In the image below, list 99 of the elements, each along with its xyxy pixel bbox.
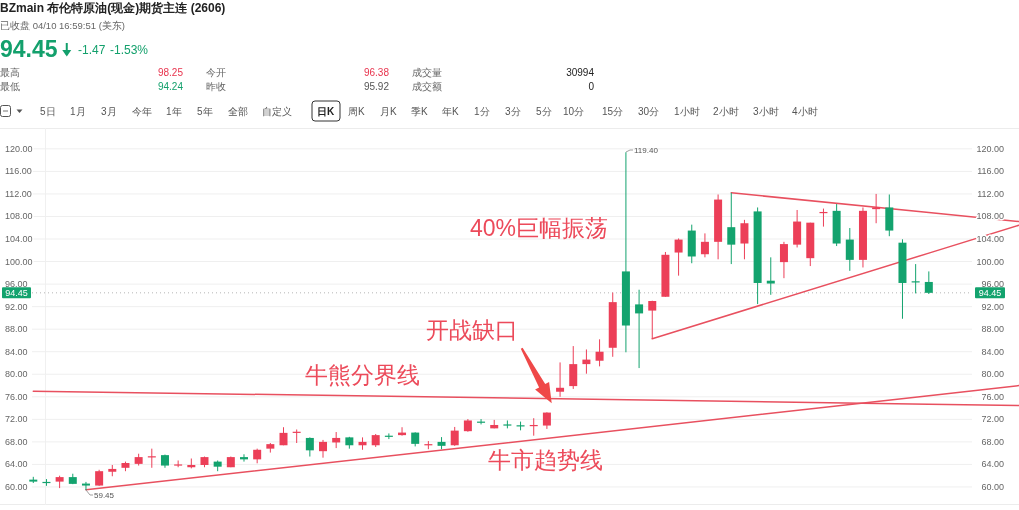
text: 94.45 xyxy=(978,287,1002,298)
text: 自定义 xyxy=(262,105,292,117)
text: 1年 xyxy=(166,105,182,117)
candlestick xyxy=(648,300,657,340)
annotation: 牛市趋势线 xyxy=(488,447,603,473)
y-tick-label: 100.00 xyxy=(5,256,33,267)
candlestick xyxy=(766,256,775,296)
candlestick xyxy=(450,426,459,447)
text: 月K xyxy=(380,105,397,117)
text: 98.25 xyxy=(157,67,184,78)
candlestick xyxy=(319,439,328,459)
y2-tick-label: 96.00 xyxy=(981,279,1004,290)
text: 3月 xyxy=(101,105,117,117)
text: 2小时 xyxy=(713,105,739,117)
text: 1分 xyxy=(474,105,490,117)
y-tick-label: 76.00 xyxy=(5,391,28,402)
annotation: 开战缺口 xyxy=(426,317,518,343)
candlestick xyxy=(595,338,604,367)
y-tick-label: 120.00 xyxy=(5,143,33,154)
candlestick xyxy=(674,237,683,277)
text: 今开 xyxy=(206,67,226,78)
candlestick xyxy=(727,192,736,265)
text: 日K xyxy=(317,105,335,117)
y-tick-label: 96.00 xyxy=(5,279,28,290)
text: 年K xyxy=(442,105,459,117)
text: 成交额 xyxy=(412,81,442,92)
text: 94.45 xyxy=(0,36,58,62)
y-tick-label: 64.00 xyxy=(5,459,28,470)
y-tick-label: 104.00 xyxy=(5,234,33,245)
candlestick xyxy=(924,270,933,295)
annotation: 119.40 xyxy=(634,145,659,155)
y-tick-label: 116.00 xyxy=(5,166,32,177)
y-tick-label: 60.00 xyxy=(5,481,28,492)
y2-tick-label: 100.00 xyxy=(976,256,1004,267)
text: 成交量 xyxy=(412,67,442,78)
text: 30分 xyxy=(638,105,660,117)
y2-tick-label: 112.00 xyxy=(977,188,1004,199)
text: 昨收 xyxy=(206,81,226,92)
y-tick-label: 112.00 xyxy=(5,188,32,199)
candlestick xyxy=(872,193,881,224)
y-tick-label: 72.00 xyxy=(5,414,28,425)
y2-tick-label: 116.00 xyxy=(977,166,1004,177)
candlestick xyxy=(81,481,90,491)
y2-tick-label: 88.00 xyxy=(981,324,1004,335)
y-tick-label: 80.00 xyxy=(5,369,28,380)
text: 最低 xyxy=(0,81,20,92)
annotation: 40%巨幅振荡 xyxy=(470,215,609,241)
y-tick-label: 84.00 xyxy=(5,346,28,357)
y2-tick-label: 80.00 xyxy=(981,369,1004,380)
candlestick xyxy=(845,227,854,272)
candlestick xyxy=(635,289,644,369)
y2-tick-label: 68.00 xyxy=(981,436,1004,447)
y-tick-label: 92.00 xyxy=(5,301,28,312)
text: 0 xyxy=(588,81,595,92)
y2-tick-label: 72.00 xyxy=(981,414,1004,425)
text: 3分 xyxy=(505,105,521,117)
candlestick xyxy=(305,436,314,458)
text: 3小时 xyxy=(753,105,779,117)
candlestick xyxy=(569,345,578,390)
candlestick xyxy=(556,361,565,398)
y-tick-label: 68.00 xyxy=(5,436,28,447)
candlestick xyxy=(740,219,749,260)
candlestick xyxy=(779,241,788,279)
text: 季K xyxy=(411,105,428,117)
y2-tick-label: 120.00 xyxy=(976,143,1004,154)
text: 1月 xyxy=(70,105,86,117)
text: -1.53% xyxy=(110,43,149,57)
annotation: 59.45 xyxy=(94,490,115,500)
y-tick-label: 108.00 xyxy=(5,211,33,222)
text: 最高 xyxy=(0,67,20,78)
candlestick xyxy=(885,194,894,237)
text: 10分 xyxy=(563,105,585,117)
y2-tick-label: 92.00 xyxy=(981,301,1004,312)
y2-tick-label: 76.00 xyxy=(981,391,1004,402)
text: 4小时 xyxy=(792,105,818,117)
text: -1.47 xyxy=(78,43,106,57)
text: 周K xyxy=(348,105,365,117)
y2-tick-label: 64.00 xyxy=(981,459,1004,470)
text: 5年 xyxy=(197,105,213,117)
y-tick-label: 88.00 xyxy=(5,324,28,335)
text: 全部 xyxy=(228,105,248,117)
ref-line-label: 94.45 xyxy=(5,287,28,298)
text: 15分 xyxy=(602,105,624,117)
text: 96.38 xyxy=(363,67,390,78)
chart-title: BZmain 布伦特原油(现金)期货主连 (2606) xyxy=(0,0,226,15)
y2-tick-label: 104.00 xyxy=(976,234,1004,245)
text: 30994 xyxy=(566,67,595,78)
text: 95.92 xyxy=(363,81,390,92)
chart-subtitle: 已收盘 04/10 16:59:51 (美东) xyxy=(0,20,125,31)
y2-tick-label: 60.00 xyxy=(981,481,1004,492)
text: 5分 xyxy=(536,105,552,117)
y2-tick-label: 84.00 xyxy=(981,346,1004,357)
text: 94.24 xyxy=(157,81,184,92)
text: 1小时 xyxy=(674,105,700,117)
candlestick xyxy=(700,232,709,258)
annotation: 牛熊分界线 xyxy=(305,362,420,388)
candlestick xyxy=(793,209,802,248)
text: 5日 xyxy=(40,105,56,117)
text: 今年 xyxy=(132,105,152,117)
